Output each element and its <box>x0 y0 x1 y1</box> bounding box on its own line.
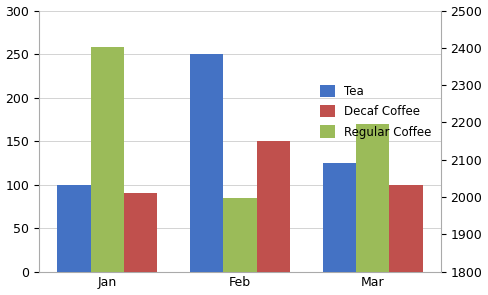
Bar <box>58 185 91 272</box>
Bar <box>356 124 389 272</box>
Bar <box>124 193 157 272</box>
Legend: Tea, Decaf Coffee, Regular Coffee: Tea, Decaf Coffee, Regular Coffee <box>317 82 435 142</box>
Bar <box>257 141 290 272</box>
Bar <box>224 198 257 272</box>
Bar <box>91 47 124 272</box>
Bar <box>190 54 224 272</box>
Bar <box>323 163 356 272</box>
Bar <box>389 185 423 272</box>
